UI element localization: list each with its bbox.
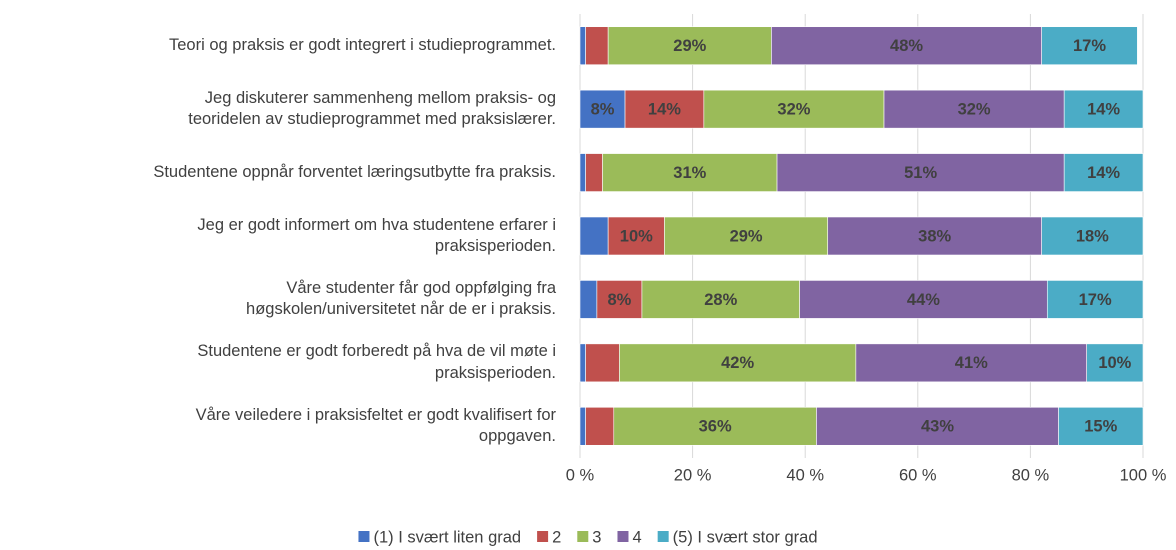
bar-segment — [624, 89, 705, 129]
data-label: 32% — [958, 101, 991, 119]
data-label: 36% — [699, 418, 732, 436]
data-label: 14% — [1087, 101, 1120, 119]
bar-segment — [585, 153, 603, 192]
data-label: 51% — [904, 164, 937, 182]
data-label: 41% — [955, 354, 988, 372]
data-label: 14% — [648, 101, 681, 119]
legend-swatch — [577, 531, 589, 542]
data-label: 42% — [721, 354, 754, 372]
bar-segment — [585, 26, 609, 66]
data-label: 17% — [1079, 291, 1112, 309]
bar-segment — [1046, 280, 1144, 319]
bar-segment — [799, 280, 1048, 319]
x-tick-label: 80 % — [1012, 466, 1050, 484]
bar-segment — [607, 26, 772, 66]
bar-segment — [607, 216, 665, 256]
data-label: 10% — [1098, 354, 1131, 372]
data-label: 31% — [673, 164, 706, 182]
data-label: 17% — [1073, 37, 1106, 55]
bar-segment — [579, 89, 626, 129]
bar-segment — [579, 343, 586, 383]
data-label: 8% — [607, 291, 631, 309]
legend-swatch — [358, 531, 370, 542]
x-tick-label: 40 % — [786, 466, 824, 484]
legend-swatch — [657, 531, 669, 542]
data-label: 43% — [921, 418, 954, 436]
legend-label: (1) I svært liten grad — [373, 528, 521, 546]
bar-segment — [855, 343, 1087, 383]
bar-segment — [1041, 26, 1138, 66]
bar-segment — [579, 153, 586, 192]
y-tick-label: Våre studenter får god oppfølging fra hø… — [246, 278, 556, 319]
x-tick-label: 0 % — [566, 466, 595, 484]
bar-segment — [641, 280, 800, 319]
y-tick-label: Studentene er godt forberedt på hva de v… — [197, 342, 556, 382]
data-label: 15% — [1084, 418, 1117, 436]
y-tick-label: Jeg er godt informert om hva studentene … — [197, 215, 556, 255]
legend-swatch — [617, 531, 629, 542]
x-tick-label: 60 % — [899, 466, 937, 484]
bar-segment — [664, 216, 829, 256]
bar-segment — [579, 26, 586, 66]
data-label: 48% — [890, 37, 923, 55]
bar-segment — [579, 216, 609, 256]
data-label: 44% — [907, 291, 940, 309]
data-label: 28% — [704, 291, 737, 309]
legend: (1) I svært liten grad 2 3 4 (5) I svært sto… — [358, 528, 818, 546]
x-tick-label: 20 % — [674, 466, 712, 484]
bar-segment — [579, 280, 598, 319]
data-label: 29% — [673, 37, 706, 55]
y-tick-label: Jeg diskuterer sammenheng mellom praksis… — [188, 88, 556, 129]
legend-label: (5) I svært stor grad — [673, 528, 818, 546]
data-label: 29% — [730, 227, 763, 245]
y-tick-label: Våre veiledere i praksisfeltet er godt k… — [195, 405, 556, 446]
legend-label: 3 — [592, 528, 601, 546]
y-tick-label: Teori og praksis er godt integrert i stu… — [168, 35, 556, 54]
data-label: 38% — [918, 227, 951, 245]
bar-segment — [776, 153, 1065, 192]
bar-segment — [1086, 343, 1144, 383]
bar-segment — [619, 343, 857, 383]
bar-segment — [827, 216, 1042, 256]
data-label: 10% — [620, 227, 653, 245]
bar-segment — [613, 406, 817, 446]
data-label: 18% — [1076, 227, 1109, 245]
data-label: 8% — [591, 101, 615, 119]
bar-segment — [1063, 153, 1144, 192]
bar-segment — [579, 406, 586, 446]
legend-label: 4 — [632, 528, 641, 546]
bar-segment — [816, 406, 1059, 446]
bar-segment — [703, 89, 885, 129]
bar-segment — [585, 343, 620, 383]
bar-segment — [585, 406, 615, 446]
x-tick-label: 100 % — [1120, 466, 1167, 484]
bar-segment — [1058, 406, 1144, 446]
data-label: 14% — [1087, 164, 1120, 182]
bar-segment — [596, 280, 643, 319]
bar-segment — [1063, 89, 1144, 129]
legend-swatch — [537, 531, 549, 542]
bar-segment — [771, 26, 1042, 66]
y-tick-label: Studentene oppnår forventet læringsutbyt… — [153, 162, 556, 181]
data-label: 32% — [777, 101, 810, 119]
legend-label: 2 — [552, 528, 561, 546]
bar-segment — [1041, 216, 1144, 256]
